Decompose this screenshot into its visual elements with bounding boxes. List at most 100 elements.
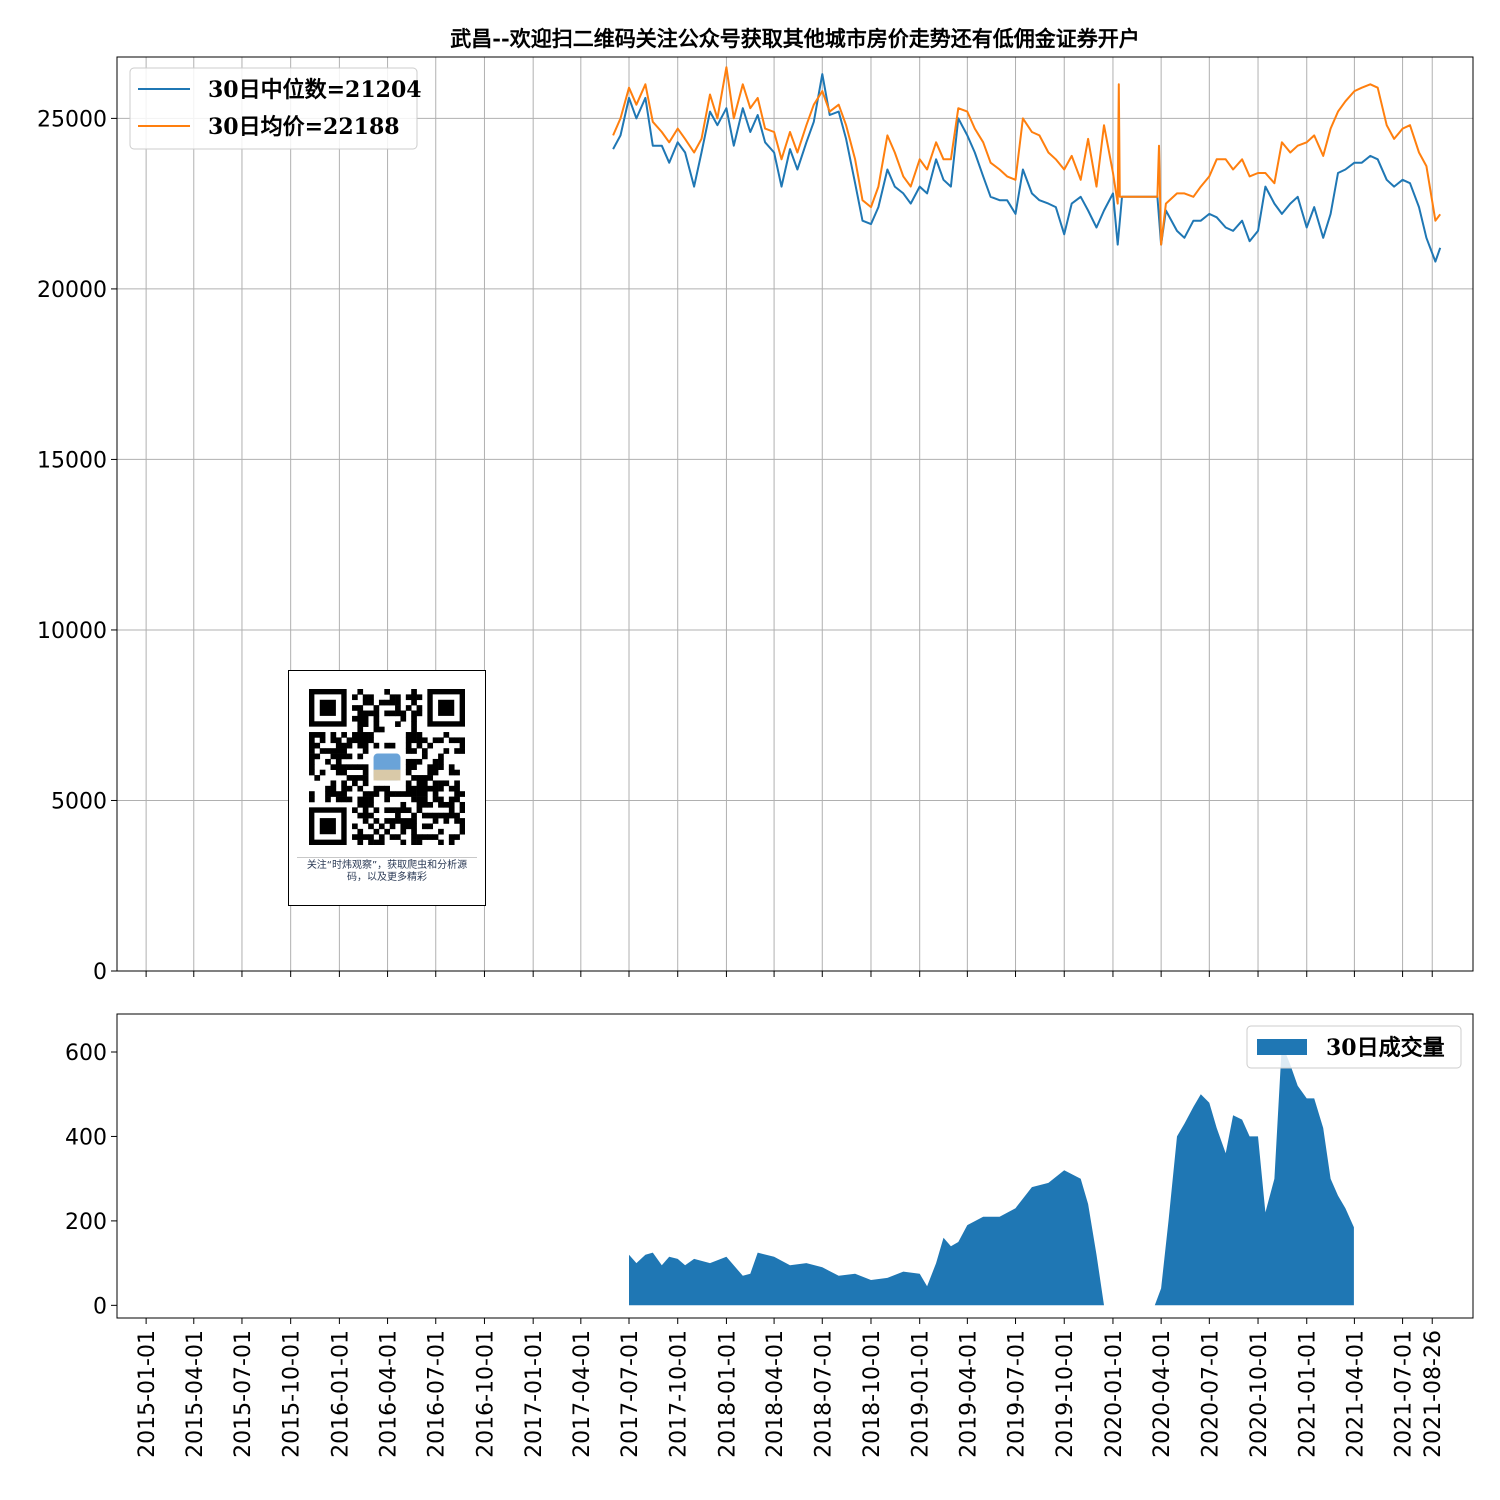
qr-module <box>309 764 315 770</box>
qr-module <box>427 764 434 770</box>
qr-module <box>330 791 337 797</box>
qr-module <box>421 796 428 803</box>
qr-module <box>352 823 358 830</box>
qr-module <box>416 775 423 781</box>
qr-module <box>335 769 342 776</box>
qr-module <box>352 715 358 722</box>
qr-module <box>362 737 369 744</box>
qr-module <box>325 748 331 754</box>
qr-module <box>362 807 369 814</box>
qr-module <box>384 818 390 824</box>
qr-module <box>362 764 369 770</box>
qr-module <box>378 726 385 733</box>
qr-module <box>389 807 396 814</box>
qr-module <box>362 742 369 749</box>
mean-price-line <box>612 66 1441 246</box>
median-price-line <box>612 73 1442 263</box>
qr-module <box>395 710 401 717</box>
qr-module <box>346 775 353 781</box>
qr-module <box>427 801 434 808</box>
qr-module <box>421 823 428 830</box>
qr-module <box>400 715 407 722</box>
qr-module <box>405 780 412 787</box>
qr-module <box>432 834 439 840</box>
qr-module <box>389 742 396 749</box>
qr-module <box>443 780 450 787</box>
qr-module <box>411 737 417 744</box>
qr-module <box>378 699 385 706</box>
x-tick-label: 2017-10-01 <box>667 1330 692 1458</box>
qr-module <box>368 732 374 738</box>
qr-module <box>448 812 455 819</box>
qr-module <box>368 694 374 701</box>
qr-module <box>443 818 450 824</box>
price-y-tick-label: 5000 <box>51 789 107 814</box>
qr-module <box>352 807 358 814</box>
qr-module <box>416 758 423 765</box>
qr-module <box>416 780 423 787</box>
qr-module <box>421 753 428 760</box>
qr-module <box>357 710 364 717</box>
qr-module <box>395 807 401 814</box>
qr-module <box>454 791 460 797</box>
price-y-tick-label: 25000 <box>37 107 107 132</box>
x-tick-label: 2020-04-01 <box>1150 1330 1175 1458</box>
x-tick-label: 2021-01-01 <box>1296 1330 1321 1458</box>
qr-module <box>448 764 455 770</box>
qr-module <box>368 737 374 744</box>
qr-module <box>368 710 374 717</box>
qr-module <box>416 839 423 845</box>
qr-module <box>438 828 444 835</box>
qr-module <box>309 742 315 749</box>
qr-finder-pattern <box>319 818 336 835</box>
qr-module <box>319 732 326 738</box>
price-y-tick-label: 15000 <box>37 448 107 473</box>
qr-module <box>384 689 390 695</box>
x-tick-label: 2016-01-01 <box>328 1330 353 1458</box>
qr-module <box>432 818 439 824</box>
qr-module <box>384 791 390 797</box>
qr-module <box>416 791 423 797</box>
qr-module <box>373 742 380 749</box>
qr-module <box>330 785 337 792</box>
qr-module <box>448 801 455 808</box>
qr-module <box>454 796 460 803</box>
qr-module <box>362 699 369 706</box>
qr-module <box>438 796 444 803</box>
qr-module <box>368 834 374 840</box>
qr-module <box>314 775 321 781</box>
qr-module <box>459 823 465 830</box>
qr-module <box>362 834 369 840</box>
qr-module <box>443 732 450 738</box>
qr-module <box>438 785 444 792</box>
x-tick-label: 2019-07-01 <box>1005 1330 1030 1458</box>
qr-module <box>454 769 460 776</box>
legend-label: 30日成交量 <box>1326 1035 1445 1061</box>
volume-area <box>1154 1043 1354 1306</box>
qr-module <box>314 742 321 749</box>
volume-y-tick-label: 200 <box>65 1210 107 1235</box>
qr-module <box>362 715 369 722</box>
x-tick-label: 2017-07-01 <box>618 1330 643 1458</box>
qr-module <box>362 812 369 819</box>
qr-module <box>309 732 315 738</box>
qr-module <box>357 753 364 760</box>
qr-module <box>357 732 364 738</box>
qr-module <box>459 818 465 824</box>
qr-module <box>330 753 337 760</box>
qr-module <box>325 796 331 803</box>
qr-module <box>335 737 342 744</box>
qr-module <box>335 748 342 754</box>
qr-module <box>416 742 423 749</box>
qr-module <box>389 818 396 824</box>
qr-module <box>438 780 444 787</box>
qr-module <box>362 818 369 824</box>
qr-module <box>357 839 364 845</box>
qr-module <box>395 791 401 797</box>
qr-module <box>335 796 342 803</box>
qr-module <box>352 705 358 711</box>
price-y-tick-label: 10000 <box>37 619 107 644</box>
qr-module <box>421 812 428 819</box>
qr-module <box>357 796 364 803</box>
